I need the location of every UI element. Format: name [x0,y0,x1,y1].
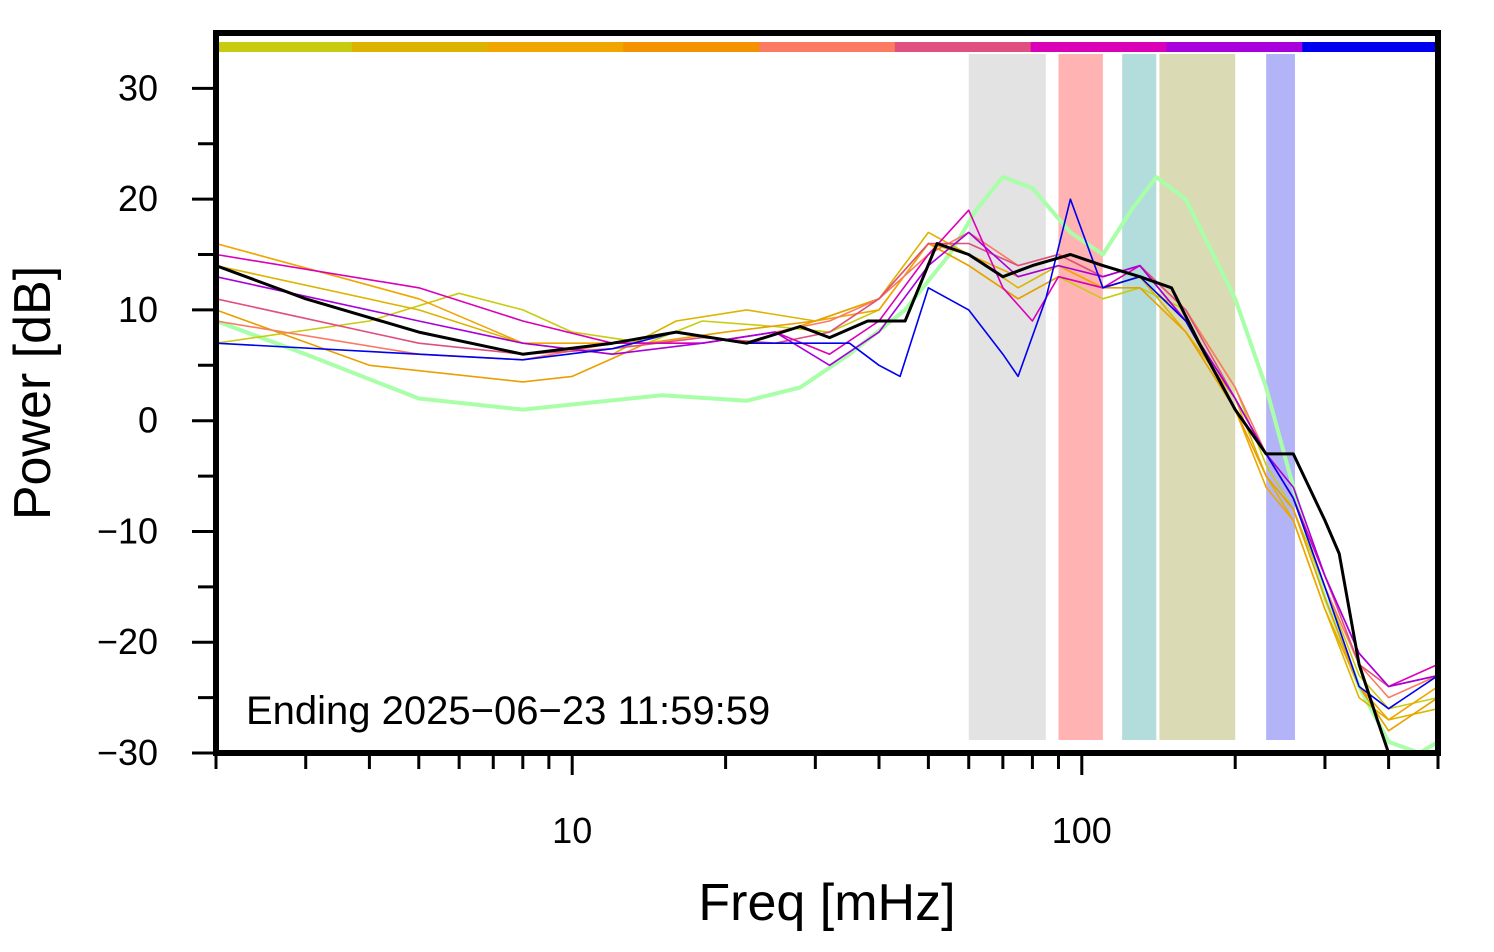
freq-band-1 [1058,54,1103,740]
x-tick-label: 100 [1052,810,1112,851]
color-strip-segment [1166,42,1303,52]
series-line-10 [216,242,1391,753]
x-tick-label: 10 [552,810,592,851]
plot-frame [213,30,1441,756]
freq-band-4 [1266,54,1295,740]
color-strip-segment [351,42,489,52]
y-tick-label: 30 [118,67,158,108]
y-tick-label: 10 [118,289,158,330]
ending-annotation: Ending 2025−06−23 11:59:59 [246,689,770,733]
series-line-5 [216,231,1438,699]
series-line-7 [216,209,1438,688]
y-axis-label: Power [dB] [4,266,62,520]
series-line-6 [216,242,1438,688]
color-strip-segment [487,42,624,52]
color-strip-segment [623,42,760,52]
color-strip-segment [1030,42,1167,52]
y-tick-label: 20 [118,178,158,219]
x-axis-label: Freq [mHz] [698,874,955,932]
color-strip-segment [759,42,896,52]
color-strip-segment [216,42,353,52]
color-strip-segment [894,42,1032,52]
color-strip-segment [1302,42,1438,52]
series-line-3 [216,242,1438,721]
series-line-0 [216,175,1438,753]
freq-band-2 [1122,54,1157,740]
series-line-1 [216,242,1438,710]
series-line-9 [216,198,1438,710]
series-line-8 [216,231,1438,688]
y-tick-label: −20 [97,621,158,662]
series-line-2 [216,231,1438,721]
y-tick-label: 0 [138,400,158,441]
y-tick-label: −30 [97,732,158,773]
freq-band-3 [1159,54,1236,740]
freq-band-0 [968,54,1046,740]
series-line-4 [216,242,1438,732]
y-tick-label: −10 [97,510,158,551]
